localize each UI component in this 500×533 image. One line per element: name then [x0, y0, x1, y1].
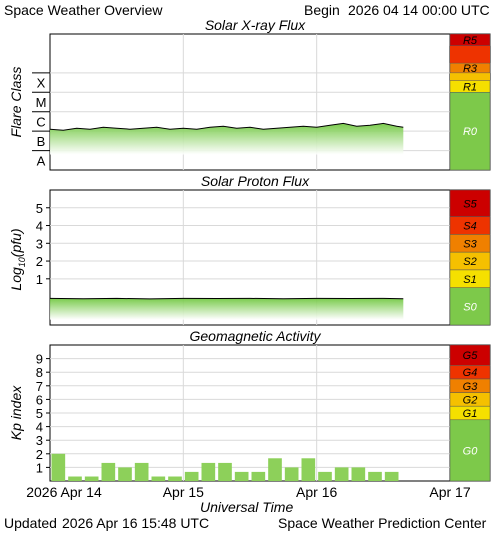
kp-bar [268, 458, 282, 481]
proton-tick-label-1: 1 [36, 272, 43, 287]
scale-label-s1: S1 [463, 274, 476, 286]
panel-title-2: Solar Proton Flux [201, 173, 310, 189]
xray-flux-line [49, 122, 404, 131]
kp-bar [184, 471, 199, 481]
scale-label-r0: R0 [463, 126, 478, 138]
kp-bar [318, 471, 332, 481]
scale-band-g0 [449, 419, 491, 482]
xray-flux-area [50, 123, 404, 155]
prediction-center: Space Weather Prediction Center [278, 515, 487, 531]
kp-bar [118, 467, 132, 481]
scale-band-s0 [449, 287, 491, 326]
scale-label-g4: G4 [463, 367, 478, 379]
flare-class-label-X: X [37, 76, 46, 91]
kp-bar [134, 462, 149, 481]
kp-bar [334, 467, 349, 481]
kp-tick-label-6: 6 [36, 392, 43, 407]
kp-bar [301, 458, 316, 481]
kp-bar [84, 476, 99, 481]
flare-class-label-A: A [37, 153, 46, 168]
x-tick-label-2: Apr 16 [296, 484, 337, 500]
y-axis-title-proton: Log10(pfu) [8, 228, 27, 290]
scale-label-s3: S3 [463, 238, 477, 250]
scale-band-s5 [449, 189, 491, 217]
updated-label: Updated [4, 515, 57, 531]
kp-bar [368, 471, 382, 481]
y-axis-title-kp: Kp index [8, 385, 24, 440]
kp-tick-label-5: 5 [36, 406, 43, 421]
kp-tick-label-2: 2 [36, 447, 43, 462]
proton-tick-label-2: 2 [36, 254, 43, 269]
proton-tick-label-3: 3 [36, 236, 43, 251]
kp-tick-label-7: 7 [36, 379, 43, 394]
kp-bar [251, 471, 266, 481]
scale-label-s2: S2 [463, 256, 476, 268]
x-axis-title: Universal Time [200, 499, 294, 515]
kp-tick-label-9: 9 [36, 352, 43, 367]
scale-r2-band [450, 72, 490, 81]
kp-bar [234, 471, 249, 481]
updated-value: 2026 Apr 16 15:48 UTC [62, 515, 210, 531]
panel-title-3: Geomagnetic Activity [190, 328, 322, 344]
kp-bar [218, 462, 232, 481]
scale-band-r5 [449, 33, 491, 46]
flare-class-label-C: C [36, 114, 45, 129]
scale-label-g2: G2 [463, 394, 478, 406]
kp-bar [284, 467, 299, 481]
kp-bar [351, 467, 366, 481]
flare-class-label-B: B [37, 134, 46, 149]
kp-bar [384, 471, 399, 481]
kp-tick-label-4: 4 [36, 420, 43, 435]
kp-bar [101, 462, 116, 481]
y-axis-title-xray: Flare Class [8, 67, 24, 138]
flare-class-label-M: M [36, 95, 47, 110]
proton-flux-area [50, 298, 404, 320]
kp-tick-label-1: 1 [36, 460, 43, 475]
kp-tick-label-8: 8 [36, 365, 43, 380]
scale-r4-band [450, 45, 490, 64]
kp-bar [68, 476, 82, 481]
scale-label-r5: R5 [463, 35, 478, 47]
proton-tick-label-4: 4 [36, 219, 43, 234]
kp-bar [168, 476, 182, 481]
scale-label-g5: G5 [463, 350, 479, 362]
x-tick-label-0: 2026 Apr 14 [26, 484, 102, 500]
scale-label-s5: S5 [463, 198, 477, 210]
begin-label: Begin [304, 2, 340, 18]
scale-label-s0: S0 [463, 301, 477, 313]
scale-label-g0: G0 [463, 445, 479, 457]
scale-band-r3 [449, 62, 491, 74]
scale-label-g1: G1 [463, 408, 478, 420]
page-title: Space Weather Overview [4, 2, 163, 18]
kp-bar [151, 476, 166, 481]
scale-label-s4: S4 [463, 221, 476, 233]
proton-tick-label-5: 5 [36, 201, 43, 216]
proton-flux-line [49, 297, 404, 300]
kp-bar [201, 462, 216, 481]
scale-label-r1: R1 [463, 81, 477, 93]
x-tick-label-1: Apr 15 [163, 484, 204, 500]
kp-tick-label-3: 3 [36, 433, 43, 448]
scale-label-g3: G3 [463, 381, 479, 393]
scale-band-r0 [449, 92, 491, 171]
kp-bar [51, 453, 66, 481]
scale-label-r3: R3 [463, 63, 478, 75]
panel-title-1: Solar X-ray Flux [205, 17, 306, 33]
begin-value: 2026 04 14 00:00 UTC [348, 2, 490, 18]
x-tick-label-3: Apr 17 [429, 484, 470, 500]
